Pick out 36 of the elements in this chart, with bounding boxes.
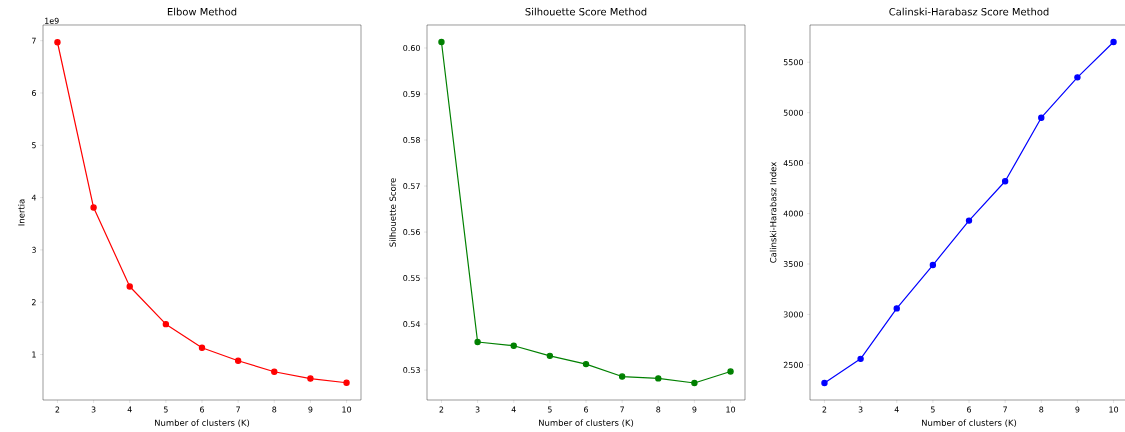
y-axis-title: Silhouette Score [389, 178, 396, 247]
point [821, 379, 828, 387]
point [655, 375, 662, 382]
point [857, 355, 864, 363]
y-axis-title: Inertia [18, 199, 25, 226]
point [54, 39, 61, 46]
point [162, 320, 170, 328]
chart-title: Elbow Method [167, 7, 237, 16]
point [343, 379, 350, 386]
point [90, 204, 97, 211]
point [1110, 38, 1117, 46]
point [582, 360, 590, 368]
x-axis-title: Number of clusters (K) [539, 419, 634, 427]
point [438, 38, 445, 46]
x-axis-title: Number of clusters (K) [155, 419, 250, 427]
point [474, 338, 481, 346]
chart-title: Calinski-Harabasz Score Method [889, 7, 1049, 16]
point [307, 375, 314, 382]
point [510, 342, 517, 349]
point [691, 379, 698, 387]
point [271, 368, 278, 375]
point [126, 283, 133, 290]
point [1001, 178, 1009, 185]
y-axis-title: Calinski-Harabasz Index [769, 161, 777, 263]
chart-title: Silhouette Score Method [525, 7, 647, 16]
point [929, 261, 937, 269]
point [727, 368, 734, 375]
point [198, 344, 206, 351]
point [234, 357, 242, 364]
point [1038, 114, 1045, 121]
point [965, 217, 973, 224]
point [546, 352, 554, 360]
point [893, 305, 900, 312]
point [618, 373, 626, 380]
point [1074, 74, 1081, 81]
x-axis-title: Number of clusters (K) [922, 419, 1017, 427]
